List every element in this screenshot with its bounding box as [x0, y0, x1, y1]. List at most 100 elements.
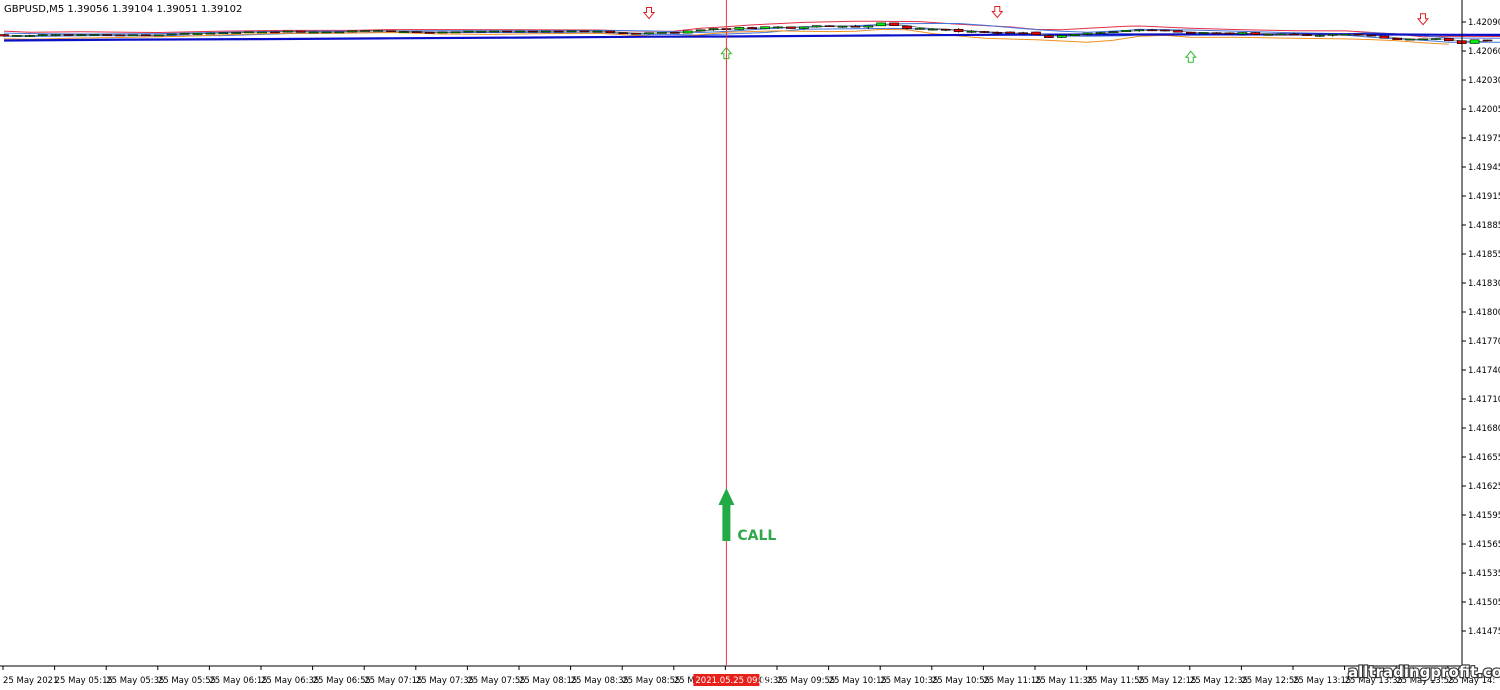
bull-candle-body — [373, 30, 383, 32]
time-tick-label: 25 May 11:35 — [1035, 676, 1093, 686]
candle — [192, 32, 203, 35]
bear-candle-body — [605, 30, 616, 34]
price-tick-label: 1.41625 — [1468, 482, 1500, 492]
candle — [631, 32, 641, 35]
candle — [463, 30, 474, 33]
candle — [24, 34, 35, 37]
candle — [308, 31, 319, 34]
bull-candle-body — [89, 34, 100, 36]
candle — [360, 30, 371, 32]
bear-candle-body — [850, 25, 861, 28]
bollinger-lower-line — [3, 28, 1449, 45]
bear-candle-body — [1186, 31, 1196, 34]
candle — [1250, 32, 1261, 36]
bear-candle-body — [940, 28, 951, 31]
bull-candle-body — [773, 26, 783, 29]
bear-candle-body — [1289, 33, 1299, 36]
bear-candle-body — [618, 32, 629, 35]
price-tick-label: 1.42090 — [1468, 18, 1500, 28]
candle — [373, 29, 383, 32]
bear-candle-body — [424, 31, 435, 34]
candle — [992, 31, 1003, 35]
candle — [1121, 29, 1132, 32]
bull-candle-body — [1418, 38, 1428, 41]
bull-candle-body — [257, 31, 267, 34]
cursor-time-label: 2021.05.25 09:15 — [695, 676, 771, 686]
candle — [837, 25, 848, 28]
cursor-marker: CALL 2021.05.25 09:15 — [693, 0, 776, 686]
bull-candle-body — [476, 30, 487, 33]
bull-candle-body — [282, 30, 293, 33]
candle — [115, 34, 125, 37]
bear-candle-body — [1302, 34, 1312, 36]
candle — [1431, 38, 1441, 41]
bull-candle-body — [1121, 30, 1132, 32]
bear-candle-body — [631, 32, 641, 35]
candle — [773, 26, 783, 29]
candle — [424, 31, 435, 34]
candle — [1315, 34, 1325, 37]
candle — [282, 30, 293, 33]
bear-candle-body — [295, 30, 306, 33]
candle — [940, 28, 951, 32]
bull-candle-body — [1237, 32, 1248, 35]
bull-candle-body — [179, 33, 190, 35]
candle — [889, 22, 899, 26]
time-tick-label: 25 May 05:35 — [106, 676, 164, 686]
price-tick-label: 1.41505 — [1468, 598, 1500, 608]
bear-candle-body — [1250, 32, 1261, 35]
candle — [37, 33, 48, 37]
time-tick-label: 25 May 05:55 — [158, 676, 216, 686]
bull-candle-body — [437, 31, 448, 34]
bull-candle-body — [811, 25, 822, 28]
price-tick-label: 1.41680 — [1468, 424, 1500, 434]
bear-candle-body — [786, 26, 796, 29]
bear-candle-body — [0, 34, 9, 37]
bull-candle-body — [231, 32, 241, 34]
candle — [166, 33, 177, 36]
candle — [1173, 30, 1183, 33]
candle — [231, 32, 241, 34]
bull-candle-body — [166, 33, 177, 36]
candle — [1082, 32, 1093, 36]
candle — [1392, 37, 1402, 40]
bull-candle-body — [1134, 29, 1144, 32]
bear-candle-body — [1366, 34, 1377, 37]
candle — [1405, 38, 1415, 41]
bear-candle-body — [386, 30, 396, 33]
candle — [760, 26, 770, 30]
candle — [1302, 33, 1312, 36]
bull-candle-body — [657, 32, 667, 34]
candle — [476, 30, 487, 33]
candle — [644, 32, 654, 35]
candle — [1444, 37, 1454, 42]
bull-candle-body — [1276, 33, 1286, 36]
bear-candle-body — [1353, 33, 1364, 36]
candle — [244, 31, 254, 34]
call-arrow-icon — [718, 488, 735, 541]
price-tick-label: 1.41915 — [1468, 192, 1500, 202]
bull-candle-body — [463, 30, 474, 33]
bull-candle-body — [1315, 34, 1325, 37]
candle — [1340, 33, 1351, 36]
time-tick-label: 25 May 06:35 — [261, 676, 319, 686]
bull-candle-body — [244, 31, 254, 34]
bear-candle-body — [747, 27, 758, 30]
time-tick-label: 25 May 13:55 — [1396, 676, 1454, 686]
bear-candle-body — [579, 30, 590, 33]
candle — [270, 31, 280, 34]
bull-candle-body — [1327, 34, 1338, 36]
price-tick-label: 1.42005 — [1468, 105, 1500, 115]
candle — [1057, 34, 1067, 38]
bear-candle-body — [1173, 30, 1183, 33]
candle — [1005, 31, 1016, 34]
bull-candle-body — [540, 30, 551, 33]
time-tick-label: 25 May 08:55 — [622, 676, 680, 686]
candle — [76, 34, 87, 37]
bear-candle-body — [889, 22, 899, 26]
candle — [786, 26, 796, 29]
time-tick-label: 25 May 12:15 — [1138, 676, 1196, 686]
price-tick-label: 1.41740 — [1468, 366, 1500, 376]
bear-candle-body — [411, 31, 422, 33]
